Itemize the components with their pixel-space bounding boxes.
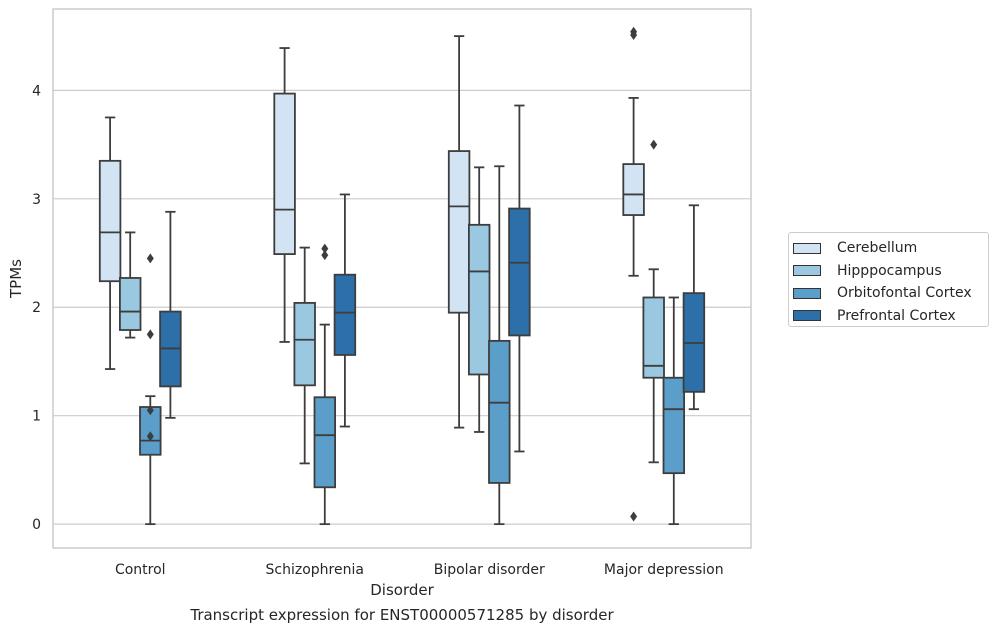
- box-orbitofontal-cortex: [313, 396, 337, 489]
- outlier-point: [630, 30, 638, 41]
- legend-item-prefrontal: Prefrontal Cortex: [793, 305, 988, 328]
- box-cerebellum: [98, 159, 122, 283]
- x-axis-label: Disorder: [370, 581, 434, 599]
- outlier-point: [630, 511, 638, 522]
- outlier-point: [321, 243, 329, 254]
- legend: Cerebellum Hipppocampus Orbitofontal Cor…: [788, 232, 989, 327]
- box-hipppocampus: [293, 302, 316, 387]
- legend-label-prefrontal: Prefrontal Cortex: [837, 307, 956, 324]
- box-hipppocampus: [642, 296, 665, 379]
- box-prefrontal-cortex: [508, 207, 531, 337]
- y-tick-label: 4: [32, 83, 41, 99]
- plot-frame: [52, 8, 752, 549]
- outlier-point: [321, 250, 329, 261]
- y-tick-label: 0: [32, 517, 41, 533]
- legend-item-orbitofrontal: Orbitofontal Cortex: [793, 282, 988, 305]
- legend-item-hippocampus: Hipppocampus: [793, 260, 988, 283]
- box-orbitofontal-cortex: [662, 376, 686, 475]
- box-hipppocampus: [467, 223, 491, 376]
- y-axis-label: TPMs: [7, 259, 25, 299]
- legend-label-hippocampus: Hipppocampus: [837, 262, 942, 279]
- box-cerebellum: [622, 163, 645, 216]
- box-cerebellum: [273, 92, 296, 255]
- figure-caption: Transcript expression for ENST0000057128…: [190, 606, 614, 624]
- x-tick-label: Control: [115, 562, 166, 578]
- legend-item-cerebellum: Cerebellum: [793, 237, 988, 260]
- legend-swatch-hippocampus: [793, 265, 821, 277]
- y-tick-label: 3: [32, 192, 41, 208]
- box-cerebellum: [447, 150, 471, 314]
- outlier-point: [146, 329, 154, 340]
- outlier-point: [146, 431, 154, 442]
- y-tick-label: 1: [32, 409, 41, 425]
- outlier-point: [650, 139, 658, 150]
- x-tick-label: Major depression: [604, 562, 724, 578]
- x-tick-label: Bipolar disorder: [434, 562, 545, 578]
- x-tick-label: Schizophrenia: [266, 562, 364, 578]
- box-prefrontal-cortex: [333, 273, 357, 356]
- legend-swatch-orbitofrontal: [793, 287, 821, 299]
- box-hipppocampus: [119, 277, 142, 331]
- legend-label-orbitofrontal: Orbitofontal Cortex: [837, 285, 972, 302]
- y-tick-label: 2: [32, 300, 41, 316]
- box-orbitofontal-cortex: [488, 339, 511, 484]
- legend-swatch-cerebellum: [793, 242, 821, 254]
- outlier-point: [146, 405, 154, 416]
- legend-label-cerebellum: Cerebellum: [837, 240, 918, 257]
- legend-swatch-prefrontal: [793, 310, 821, 322]
- outlier-point: [146, 253, 154, 264]
